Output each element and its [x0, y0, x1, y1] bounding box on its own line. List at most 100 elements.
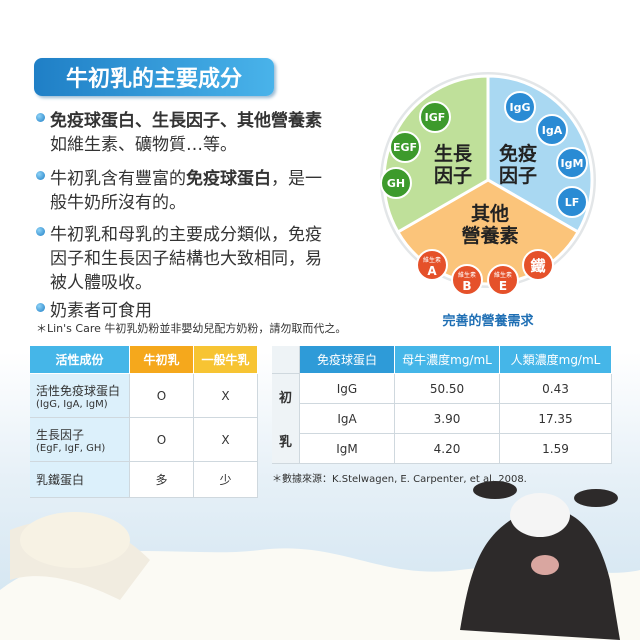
- table-header: [272, 346, 300, 374]
- bubble: [380, 167, 412, 199]
- bullet-text: 般牛奶所沒有的。: [50, 193, 186, 213]
- table-header: 活性成份: [30, 346, 130, 374]
- bubble: [536, 114, 568, 146]
- bullet-line: 因子和生長因子結構也大致相同，易: [50, 244, 322, 269]
- group-label: 乳: [278, 435, 292, 451]
- bubble-label: 維生素: [458, 271, 476, 279]
- row-name-cell: 乳鐵蛋白: [30, 462, 130, 498]
- sector: [382, 74, 490, 235]
- sector-title: 其他: [471, 202, 509, 225]
- cell-text: 3.90: [433, 411, 461, 426]
- bubble-label: 維生素: [423, 256, 441, 264]
- title: 牛初乳的主要成分: [65, 67, 242, 92]
- bubble: [487, 264, 519, 296]
- table-cell: X: [194, 374, 258, 418]
- bubble: [389, 131, 421, 163]
- bubble: [504, 91, 536, 123]
- bubble-label: 鐵: [530, 257, 545, 275]
- source: ＊數據來源：K.Stelwagen, E. Carpenter, et al. …: [272, 474, 527, 485]
- bubble-label: IgG: [510, 101, 531, 114]
- bullet-line: 如維生素、礦物質…等。: [50, 130, 237, 155]
- row-name-cell: 活性免疫球蛋白 (IgG, IgA, IgM): [30, 374, 130, 418]
- table-cell: O: [130, 418, 194, 462]
- bullet-line: 般牛奶所沒有的。: [50, 188, 186, 213]
- bullet-line: 免疫球蛋白、生長因子、其他營養素: [50, 106, 322, 131]
- bullet-line: 牛初乳含有豐富的免疫球蛋白，是一: [50, 164, 322, 189]
- bullet-dot: [36, 227, 45, 236]
- table-cell: O: [130, 374, 194, 418]
- bullet-text: 被人體吸收。: [50, 273, 152, 293]
- row-detail: (EgF, IgF, GH): [36, 442, 106, 454]
- bullet-text: 牛初乳含有豐富的: [50, 169, 186, 189]
- bubble: [416, 249, 448, 281]
- wheel-caption: 完善的營養需求: [442, 313, 534, 329]
- row-name: 乳鐵蛋白: [36, 473, 85, 487]
- table-cell: 少: [194, 462, 258, 498]
- table-cell: 17.35: [500, 404, 612, 434]
- sector-title: 生長: [434, 142, 473, 165]
- bubble-label: LF: [565, 196, 580, 209]
- row-name: 生長因子: [36, 427, 85, 442]
- bubble: [419, 101, 451, 133]
- bullet-text: ，是一: [271, 169, 322, 189]
- sector-title: 因子: [434, 165, 472, 187]
- bubble-letter: E: [499, 279, 507, 293]
- cell-text: O: [156, 432, 167, 447]
- bubble: [556, 186, 588, 218]
- bubble-label: 維生素: [494, 271, 512, 279]
- cell-text: 0.43: [542, 381, 569, 396]
- header-text: 人類濃度mg/mL: [510, 353, 601, 367]
- cell-text: 17.35: [538, 411, 573, 426]
- table-header: 母牛濃度mg/mL: [395, 346, 500, 374]
- sector-title: 營養素: [461, 224, 518, 247]
- cell-text: O: [156, 388, 167, 403]
- group-label: 初: [278, 390, 292, 406]
- header-text: 一般牛乳: [201, 353, 250, 367]
- table-header: 一般牛乳: [194, 346, 258, 374]
- cell-text: 50.50: [429, 381, 465, 396]
- group-cell: 初乳: [272, 374, 300, 464]
- table-header: 人類濃度mg/mL: [500, 346, 612, 374]
- table-cell: IgM: [300, 434, 395, 464]
- sector-title: 因子: [499, 165, 537, 187]
- table-header: 免疫球蛋白: [300, 346, 395, 374]
- title-banner: 牛初乳的主要成分: [34, 58, 274, 96]
- bullet-line: 牛初乳和母乳的主要成分類似，免疫: [50, 220, 322, 245]
- cell-text: IgA: [337, 411, 357, 426]
- bullet-text: 因子和生長因子結構也大致相同，易: [50, 249, 322, 269]
- cell-text: X: [221, 388, 230, 403]
- cell-text: 多: [155, 473, 168, 487]
- bullet-text: 奶素者可食用: [50, 301, 152, 321]
- bubble-label: IgM: [561, 157, 584, 170]
- bubble-label: IGF: [425, 111, 446, 124]
- bullet-line: 被人體吸收。: [50, 268, 152, 293]
- table-cell: 多: [130, 462, 194, 498]
- note: ＊Lin's Care 牛初乳奶粉並非嬰幼兒配方奶粉，請勿取而代之。: [36, 322, 347, 335]
- header-text: 免疫球蛋白: [316, 353, 377, 367]
- bubble: [522, 249, 554, 281]
- bullet-text: 免疫球蛋白、生長因子、其他營養素: [50, 111, 322, 131]
- cell-text: 1.59: [542, 441, 569, 456]
- table-cell: IgG: [300, 374, 395, 404]
- cell-text: IgG: [336, 381, 358, 396]
- table-cell: IgA: [300, 404, 395, 434]
- header-text: 活性成份: [55, 353, 104, 367]
- sector-title: 免疫: [499, 142, 537, 165]
- bubble-label: GH: [387, 177, 405, 190]
- bubble-letter: B: [462, 279, 471, 293]
- bullet-dot: [36, 113, 45, 122]
- bubble-label: EGF: [393, 141, 417, 154]
- row-name: 活性免疫球蛋白: [36, 383, 121, 398]
- background-art: [0, 481, 640, 640]
- bubble: [451, 264, 483, 296]
- bullet-line: 奶素者可食用: [50, 296, 152, 321]
- bullet-text: 牛初乳和母乳的主要成分類似，免疫: [50, 225, 322, 245]
- table-cell: X: [194, 418, 258, 462]
- row-detail: (IgG, IgA, IgM): [36, 398, 108, 410]
- bullet-text: 如維生素、礦物質…等。: [50, 135, 237, 155]
- cell-text: IgM: [336, 441, 358, 456]
- bubble-letter: A: [427, 264, 437, 278]
- header-text: 母牛濃度mg/mL: [402, 353, 492, 367]
